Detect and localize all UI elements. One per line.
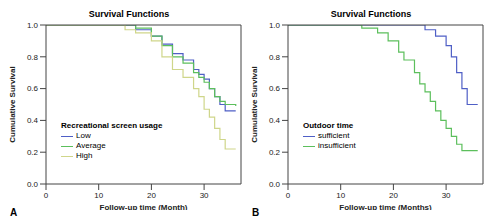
html-text:insufficient: insufficient <box>318 141 356 150</box>
svg-text:0.6: 0.6 <box>27 84 39 93</box>
svg-text:0.2: 0.2 <box>269 148 281 157</box>
html-text:A: A <box>10 207 18 218</box>
svg-text:0: 0 <box>44 191 49 200</box>
svg-text:10: 10 <box>336 191 345 200</box>
html-text:Low: Low <box>76 131 91 140</box>
svg-text:0.4: 0.4 <box>27 116 39 125</box>
svg-text:10: 10 <box>94 191 103 200</box>
svg-text:30: 30 <box>200 191 209 200</box>
svg-text:1.0: 1.0 <box>27 21 39 30</box>
html-text:Average: Average <box>76 141 106 150</box>
svg-text:30: 30 <box>442 191 451 200</box>
svg-text:0.8: 0.8 <box>27 53 39 62</box>
svg-text:20: 20 <box>389 191 398 200</box>
html-text:Survival Functions: Survival Functions <box>330 9 412 19</box>
svg-text:0: 0 <box>286 191 291 200</box>
svg-text:0.0: 0.0 <box>27 180 39 189</box>
html-text:Recreational screen usage: Recreational screen usage <box>61 121 163 130</box>
html-text:sufficient: sufficient <box>318 131 350 140</box>
svg-text:Follow-up time (Month): Follow-up time (Month) <box>100 203 188 210</box>
svg-text:1.0: 1.0 <box>269 21 281 30</box>
svg-text:0.4: 0.4 <box>269 116 281 125</box>
html-text:High: High <box>76 151 93 160</box>
svg-text:0.0: 0.0 <box>269 180 281 189</box>
html-text:B: B <box>252 207 260 218</box>
html-text:Survival Functions: Survival Functions <box>88 9 170 19</box>
svg-text:0.6: 0.6 <box>269 84 281 93</box>
svg-text:0.8: 0.8 <box>269 53 281 62</box>
svg-text:Follow-up time (Months): Follow-up time (Months) <box>339 203 432 210</box>
svg-text:Cumulative Survival: Cumulative Survival <box>250 66 259 142</box>
svg-text:0.2: 0.2 <box>27 148 39 157</box>
svg-text:Cumulative Survival: Cumulative Survival <box>8 66 17 142</box>
svg-text:20: 20 <box>147 191 156 200</box>
html-text:Outdoor time: Outdoor time <box>303 121 354 130</box>
